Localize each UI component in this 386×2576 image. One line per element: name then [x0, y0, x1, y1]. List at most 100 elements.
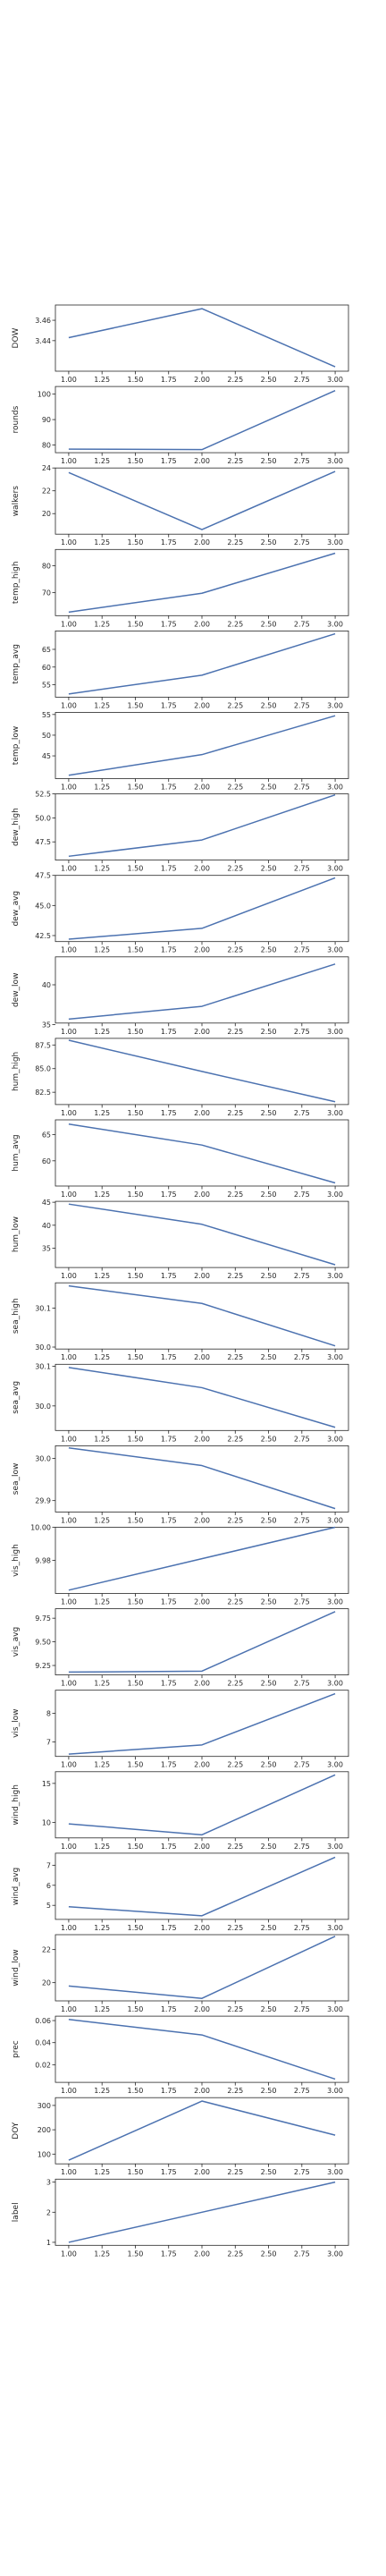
y-tick-label: 42.5: [35, 932, 51, 940]
x-tick-label: 2.00: [194, 1843, 210, 1851]
x-tick-label: 3.00: [327, 865, 343, 873]
y-axis-label: hum_high: [12, 1052, 21, 1091]
y-tick-label: 40: [42, 981, 51, 989]
x-tick-label: 3.00: [327, 2087, 343, 2095]
x-tick-label: 3.00: [327, 376, 343, 384]
x-tick-label: 2.75: [294, 2087, 310, 2095]
subplot-rounds: 80 90 100 1.00 1.25 1.50 1.75 2.00 2.25 2.50 2.75 3…: [12, 386, 349, 465]
x-tick-label: 2.00: [194, 1191, 210, 1199]
x-tick-label: 2.00: [194, 457, 210, 465]
y-axis-label: dew_avg: [12, 891, 21, 927]
y-axis-label: DOY: [12, 2122, 21, 2140]
y-tick-label: 5: [46, 1902, 51, 1910]
x-tick-label: 1.50: [128, 1598, 144, 1606]
x-tick-label: 3.00: [327, 1924, 343, 1932]
x-tick-label: 3.00: [327, 1435, 343, 1443]
y-axis-label: dew_high: [12, 808, 21, 846]
subplot-hum_high: 82.5 85.0 87.5 1.00 1.25 1.50 1.75 2.00 2.25 2.50…: [12, 1038, 349, 1117]
y-tick-label: 7: [46, 1739, 51, 1747]
y-tick-label: 9.50: [35, 1639, 51, 1647]
x-tick-label: 1.00: [61, 457, 77, 465]
x-tick-label: 1.50: [128, 457, 144, 465]
x-tick-label: 1.00: [61, 1028, 77, 1036]
x-tick-label: 2.75: [294, 865, 310, 873]
x-tick-label: 1.50: [128, 1028, 144, 1036]
y-axis-label: vis_avg: [12, 1627, 21, 1657]
y-axis-label: dew_low: [12, 973, 21, 1007]
x-tick-label: 1.75: [161, 1353, 177, 1361]
x-tick-label: 2.25: [227, 784, 243, 792]
y-tick-label: 9.75: [35, 1614, 51, 1623]
subplot-wind_avg: 5 6 7 1.00 1.25 1.50 1.75 2.00 2.25 2.50 2.75 3.00 w…: [12, 1852, 349, 1932]
y-tick-label: 55: [42, 682, 51, 690]
x-tick-label: 1.25: [94, 1516, 110, 1524]
x-tick-label: 1.50: [128, 1516, 144, 1524]
x-tick-label: 1.25: [94, 457, 110, 465]
x-tick-label: 1.25: [94, 1435, 110, 1443]
x-tick-label: 2.25: [227, 1761, 243, 1769]
x-tick-label: 2.50: [261, 2087, 277, 2095]
y-tick-label: 30.0: [35, 1455, 51, 1463]
y-tick-label: 30.0: [35, 1402, 51, 1411]
y-tick-label: 0.02: [35, 2061, 51, 2069]
y-tick-label: 0.04: [35, 2039, 51, 2047]
x-tick-label: 2.75: [294, 1516, 310, 1524]
x-tick-label: 1.50: [128, 620, 144, 628]
x-tick-label: 1.25: [94, 2005, 110, 2013]
x-tick-label: 2.00: [194, 1516, 210, 1524]
x-tick-label: 2.00: [194, 2005, 210, 2013]
y-tick-label: 90: [42, 416, 51, 424]
y-tick-label: 30.1: [35, 1304, 51, 1312]
x-tick-label: 1.25: [94, 865, 110, 873]
y-tick-label: 55: [42, 711, 51, 719]
subplot-dew_low: 35 40 1.00 1.25 1.50 1.75 2.00 2.25 2.50 2.75 3.00…: [12, 956, 349, 1036]
y-tick-label: 24: [42, 464, 51, 472]
axes-frame: [55, 1119, 349, 1187]
x-tick-label: 2.25: [227, 1353, 243, 1361]
x-tick-label: 2.50: [261, 620, 277, 628]
x-tick-label: 1.00: [61, 1680, 77, 1688]
x-tick-label: 2.50: [261, 1109, 277, 1117]
y-tick-label: 65: [42, 646, 51, 654]
y-tick-label: 50.0: [35, 814, 51, 822]
x-tick-label: 2.50: [261, 376, 277, 384]
x-tick-label: 1.25: [94, 1191, 110, 1199]
x-tick-label: 1.00: [61, 2168, 77, 2176]
x-tick-label: 1.50: [128, 1680, 144, 1688]
x-tick-label: 1.75: [161, 1191, 177, 1199]
x-tick-label: 2.25: [227, 2005, 243, 2013]
y-tick-label: 2: [46, 2208, 51, 2216]
y-tick-label: 3.46: [35, 317, 51, 325]
subplot-wind_high: 10 15 1.00 1.25 1.50 1.75 2.00 2.25 2.50 2.75 3.00…: [12, 1771, 349, 1851]
y-axis-label: rounds: [12, 405, 21, 433]
x-tick-label: 2.50: [261, 1598, 277, 1606]
x-tick-label: 1.25: [94, 701, 110, 709]
x-tick-label: 2.50: [261, 538, 277, 547]
axes-frame: [55, 956, 349, 1024]
y-tick-label: 45.0: [35, 902, 51, 910]
x-tick-label: 2.50: [261, 1272, 277, 1280]
x-tick-label: 3.00: [327, 1761, 343, 1769]
x-tick-label: 1.25: [94, 1680, 110, 1688]
x-tick-label: 1.75: [161, 1516, 177, 1524]
x-tick-label: 2.50: [261, 1435, 277, 1443]
y-tick-label: 9.25: [35, 1662, 51, 1670]
x-tick-label: 2.25: [227, 1516, 243, 1524]
subplot-temp_low: 45 50 55 1.00 1.25 1.50 1.75 2.00 2.25 2.50 2.75 3.…: [12, 711, 349, 792]
y-axis-label: vis_high: [12, 1544, 21, 1577]
x-tick-label: 1.50: [128, 784, 144, 792]
x-tick-label: 2.75: [294, 376, 310, 384]
y-tick-label: 20: [42, 1979, 51, 1987]
x-tick-label: 2.25: [227, 1598, 243, 1606]
x-tick-label: 1.75: [161, 538, 177, 547]
y-tick-label: 47.5: [35, 838, 51, 846]
x-tick-label: 1.25: [94, 2087, 110, 2095]
axes-frame: [55, 304, 349, 372]
x-tick-label: 2.50: [261, 865, 277, 873]
y-tick-label: 100: [38, 391, 51, 399]
x-tick-label: 1.00: [61, 2250, 77, 2258]
y-axis-label: temp_avg: [12, 644, 21, 684]
x-tick-label: 1.75: [161, 1598, 177, 1606]
x-tick-label: 1.00: [61, 1516, 77, 1524]
